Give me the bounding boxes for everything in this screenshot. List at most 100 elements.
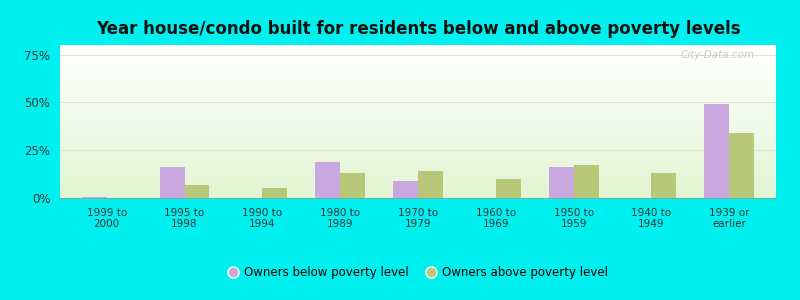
Bar xyxy=(60,154,776,155)
Bar xyxy=(60,90,776,91)
Bar xyxy=(60,144,776,145)
Bar xyxy=(60,165,776,166)
Bar xyxy=(60,145,776,146)
Bar xyxy=(60,106,776,107)
Bar xyxy=(60,179,776,180)
Bar xyxy=(60,66,776,67)
Bar xyxy=(60,95,776,96)
Bar xyxy=(60,146,776,147)
Bar xyxy=(60,104,776,105)
Bar xyxy=(60,118,776,119)
Title: Year house/condo built for residents below and above poverty levels: Year house/condo built for residents bel… xyxy=(96,20,740,38)
Bar xyxy=(60,88,776,89)
Bar xyxy=(60,96,776,97)
Bar xyxy=(60,170,776,171)
Bar xyxy=(60,180,776,181)
Bar xyxy=(60,164,776,165)
Bar xyxy=(60,48,776,49)
Bar xyxy=(60,102,776,103)
Bar xyxy=(60,117,776,118)
Legend: Owners below poverty level, Owners above poverty level: Owners below poverty level, Owners above… xyxy=(224,262,612,284)
Bar xyxy=(60,116,776,117)
Bar xyxy=(185,184,210,198)
Bar xyxy=(340,173,365,198)
Bar xyxy=(315,162,340,198)
Bar xyxy=(60,109,776,110)
Bar xyxy=(60,75,776,76)
Bar xyxy=(60,195,776,196)
Bar xyxy=(60,163,776,164)
Bar xyxy=(60,70,776,71)
Bar xyxy=(60,108,776,109)
Bar xyxy=(60,147,776,148)
Bar xyxy=(60,174,776,175)
Bar xyxy=(60,128,776,129)
Bar xyxy=(60,133,776,134)
Bar xyxy=(60,137,776,138)
Bar xyxy=(60,172,776,173)
Bar xyxy=(60,69,776,70)
Bar xyxy=(60,178,776,179)
Bar xyxy=(60,159,776,160)
Bar xyxy=(60,113,776,114)
Bar xyxy=(60,64,776,65)
Bar xyxy=(60,155,776,156)
Bar xyxy=(60,57,776,58)
Bar xyxy=(60,119,776,120)
Bar xyxy=(60,55,776,56)
Bar xyxy=(60,161,776,162)
Bar xyxy=(60,118,776,119)
Bar xyxy=(60,130,776,131)
Bar xyxy=(60,112,776,113)
Bar xyxy=(60,171,776,172)
Bar xyxy=(60,72,776,73)
Bar xyxy=(60,49,776,50)
Bar xyxy=(60,151,776,152)
Bar xyxy=(496,179,521,198)
Bar xyxy=(60,162,776,163)
Bar xyxy=(60,89,776,90)
Bar xyxy=(60,138,776,139)
Bar xyxy=(60,124,776,125)
Bar xyxy=(60,156,776,157)
Bar xyxy=(574,166,598,198)
Bar xyxy=(60,139,776,140)
Bar xyxy=(262,188,287,198)
Bar xyxy=(60,103,776,104)
Bar xyxy=(60,51,776,52)
Bar xyxy=(60,45,776,46)
Bar xyxy=(60,141,776,142)
Bar xyxy=(60,74,776,75)
Bar xyxy=(60,78,776,79)
Bar xyxy=(60,59,776,60)
Bar xyxy=(60,148,776,149)
Text: City-Data.com: City-Data.com xyxy=(680,50,754,60)
Bar xyxy=(60,140,776,141)
Bar xyxy=(60,158,776,159)
Bar xyxy=(60,183,776,184)
Bar xyxy=(60,53,776,54)
Bar xyxy=(60,76,776,77)
Bar xyxy=(60,173,776,174)
Bar xyxy=(60,85,776,86)
Bar xyxy=(60,110,776,111)
Bar xyxy=(730,133,754,198)
Bar xyxy=(60,189,776,190)
Bar xyxy=(60,65,776,66)
Bar xyxy=(60,68,776,69)
Bar xyxy=(60,123,776,124)
Bar xyxy=(60,160,776,161)
Bar xyxy=(60,120,776,121)
Bar xyxy=(60,93,776,94)
Bar xyxy=(60,82,776,83)
Bar xyxy=(418,171,443,198)
Bar xyxy=(60,152,776,153)
Bar xyxy=(60,73,776,74)
Bar xyxy=(60,98,776,99)
Bar xyxy=(60,176,776,177)
Bar xyxy=(60,82,776,83)
Bar xyxy=(651,173,676,198)
Bar xyxy=(60,52,776,53)
Bar xyxy=(60,105,776,106)
Bar xyxy=(60,81,776,82)
